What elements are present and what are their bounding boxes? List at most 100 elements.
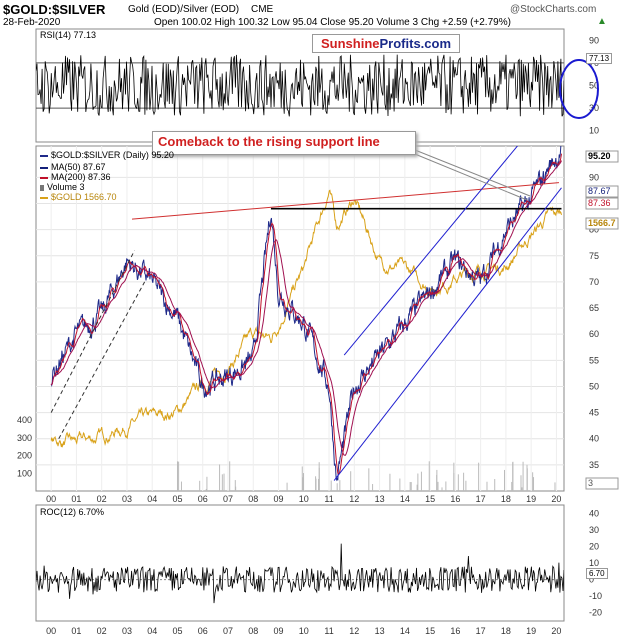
roc-tick-label: -10 xyxy=(589,591,602,601)
x-tick-label: 10 xyxy=(299,494,309,504)
price-tag-box xyxy=(585,150,619,163)
price-tick-label: 40 xyxy=(589,434,599,444)
x-tick-label-bottom: 10 xyxy=(299,626,309,636)
price-tick-label: 80 xyxy=(589,225,599,235)
price-tick-label: 65 xyxy=(589,303,599,313)
x-tick-label: 08 xyxy=(248,494,258,504)
chart-symbol: $GOLD:$SILVER xyxy=(3,2,106,17)
rsi-line xyxy=(36,54,564,117)
x-tick-label-bottom: 00 xyxy=(46,626,56,636)
ma200-line xyxy=(50,160,562,457)
x-tick-label-bottom: 04 xyxy=(147,626,157,636)
x-tick-label: 02 xyxy=(97,494,107,504)
price-tick-label: 60 xyxy=(589,329,599,339)
x-tick-label: 18 xyxy=(501,494,511,504)
x-tick-label: 13 xyxy=(375,494,385,504)
x-tick-label-bottom: 06 xyxy=(198,626,208,636)
x-tick-label: 19 xyxy=(526,494,536,504)
price-tag-box xyxy=(585,197,619,210)
x-tick-label: 12 xyxy=(349,494,359,504)
x-tick-label: 00 xyxy=(46,494,56,504)
roc-tick-label: 0 xyxy=(589,575,594,585)
price-tag-label: 1566.7 xyxy=(588,218,616,228)
ma50-line xyxy=(50,153,562,475)
legend-volume-text: Volume 3 xyxy=(47,182,85,192)
price-tick-label: 75 xyxy=(589,251,599,261)
x-tick-label-bottom: 02 xyxy=(97,626,107,636)
x-tick-label-bottom: 12 xyxy=(349,626,359,636)
x-tick-label-bottom: 20 xyxy=(551,626,561,636)
gold-tick-label: 200 xyxy=(17,451,32,461)
legend-swatch-gold xyxy=(40,196,48,199)
x-tick-label-bottom: 08 xyxy=(248,626,258,636)
watermark-part1: Sunshine xyxy=(321,36,380,51)
roc-tick-label: -20 xyxy=(589,608,602,618)
rsi-highlight-circle xyxy=(559,59,599,119)
price-tick-label: 50 xyxy=(589,381,599,391)
gold-tick-label: 100 xyxy=(17,468,32,478)
gold-series-line xyxy=(50,189,562,448)
roc-tick-label: 10 xyxy=(589,558,599,568)
legend-volume: Volume 3 xyxy=(40,182,85,193)
price-tag-box xyxy=(585,185,619,198)
x-tick-label: 07 xyxy=(223,494,233,504)
x-tick-label: 15 xyxy=(425,494,435,504)
roc-tick-label: 40 xyxy=(589,508,599,518)
annotation-pointer-2 xyxy=(409,151,528,201)
x-tick-label-bottom: 17 xyxy=(476,626,486,636)
x-tick-label-bottom: 11 xyxy=(324,626,333,636)
chart-quote: Open 100.02 High 100.32 Low 95.04 Close … xyxy=(154,17,511,28)
price-tag-box xyxy=(585,217,619,230)
gold-tick-label: 300 xyxy=(17,433,32,443)
legend-swatch-volume xyxy=(40,184,44,191)
x-tick-label-bottom: 13 xyxy=(375,626,385,636)
price-tag-box xyxy=(585,477,619,490)
x-tick-label: 03 xyxy=(122,494,132,504)
upper-channel-line xyxy=(343,146,519,356)
price-tick-label: 55 xyxy=(589,355,599,365)
price-tag-label: 3 xyxy=(588,478,593,488)
annotation-text: Comeback to the rising support line xyxy=(158,134,380,149)
rsi-tick-label: 90 xyxy=(589,35,599,45)
legend-gold: $GOLD 1566.70 xyxy=(40,192,117,203)
chart-brand: @StockCharts.com xyxy=(510,4,597,15)
support-trendline xyxy=(333,187,562,481)
legend-ma200: MA(200) 87.36 xyxy=(40,172,111,183)
x-tick-label-bottom: 01 xyxy=(71,626,81,636)
chart-description: Gold (EOD)/Silver (EOD) xyxy=(128,4,240,15)
legend-swatch-ma50 xyxy=(40,166,48,169)
x-tick-label: 09 xyxy=(274,494,284,504)
price-tick-label: 45 xyxy=(589,408,599,418)
legend-ma50: MA(50) 87.67 xyxy=(40,162,106,173)
price-tick-label: 70 xyxy=(589,277,599,287)
x-tick-label-bottom: 15 xyxy=(425,626,435,636)
price-tag-label: 87.36 xyxy=(588,198,611,208)
x-tick-label: 05 xyxy=(172,494,182,504)
legend-ma50-text: MA(50) 87.67 xyxy=(51,162,106,172)
watermark-part2: Profits.com xyxy=(379,36,452,51)
price-tag-label: 87.67 xyxy=(588,186,611,196)
x-tick-label: 06 xyxy=(198,494,208,504)
up-arrow-icon: ▲ xyxy=(597,16,607,27)
x-tick-label: 01 xyxy=(71,494,81,504)
roc-value-tag: 6.70 xyxy=(586,568,608,579)
x-tick-label: 16 xyxy=(450,494,460,504)
x-tick-label-bottom: 18 xyxy=(501,626,511,636)
rsi-tick-label: 50 xyxy=(589,81,599,91)
dashed-channel-lower xyxy=(58,281,146,439)
x-tick-label: 17 xyxy=(476,494,486,504)
legend-swatch-main xyxy=(40,154,48,157)
legend-main-text: $GOLD:$SILVER (Daily) 95.20 xyxy=(51,150,174,160)
resistance-line xyxy=(131,182,559,220)
x-tick-label: 20 xyxy=(551,494,561,504)
x-tick-label-bottom: 07 xyxy=(223,626,233,636)
rsi-value-tag: 77.13 xyxy=(586,53,613,64)
x-tick-label: 14 xyxy=(400,494,410,504)
annotation-box xyxy=(152,131,416,155)
gold-tick-label: 400 xyxy=(17,415,32,425)
price-tick-label: 35 xyxy=(589,460,599,470)
roc-tick-label: 20 xyxy=(589,541,599,551)
x-tick-label-bottom: 09 xyxy=(274,626,284,636)
